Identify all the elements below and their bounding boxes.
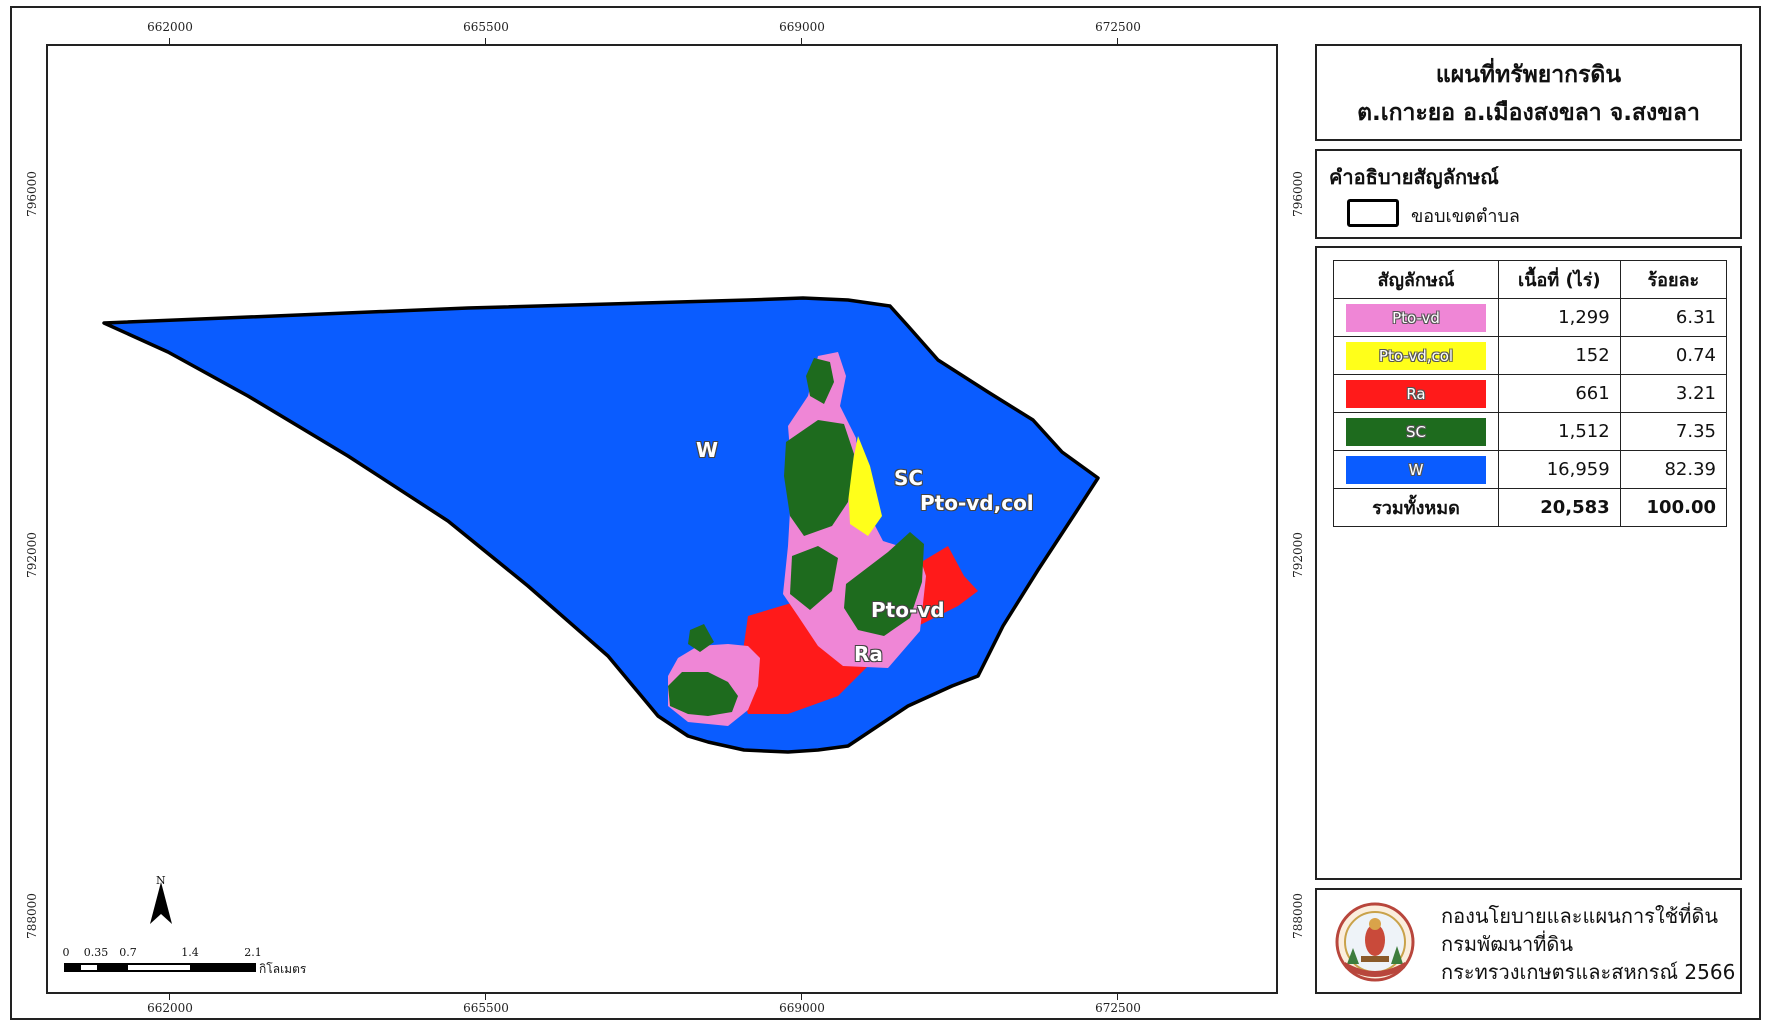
grid-y-tick-right: 796000 bbox=[1291, 171, 1305, 217]
scale-bar-unit: กิโลเมตร bbox=[259, 962, 307, 976]
water-area-w bbox=[102, 296, 1100, 754]
map-label-w: W bbox=[696, 438, 719, 462]
title-panel: แผนที่ทรัพยากรดิน ต.เกาะยอ อ.เมืองสงขลา … bbox=[1315, 44, 1742, 141]
table-row: SC 1,512 7.35 bbox=[1333, 412, 1728, 451]
percent-cell: 82.39 bbox=[1619, 450, 1728, 489]
soil-table-header-row: สัญลักษณ์ เนื้อที่ (ไร่) ร้อยละ bbox=[1333, 260, 1728, 299]
ldd-seal-logo bbox=[1335, 902, 1415, 982]
table-row: Ra 661 3.21 bbox=[1333, 374, 1728, 413]
legend-heading: คำอธิบายสัญลักษณ์ bbox=[1329, 165, 1499, 189]
grid-x-tick-top: 669000 bbox=[779, 20, 825, 34]
soil-sc-area bbox=[688, 624, 714, 652]
credit-division: กองนโยบายและแผนการใช้ที่ดิน bbox=[1441, 904, 1719, 928]
header-area: เนื้อที่ (ไร่) bbox=[1498, 260, 1621, 299]
soil-symbol-cell: Pto-vd bbox=[1333, 298, 1499, 337]
area-cell: 661 bbox=[1498, 374, 1621, 413]
soil-sc-area bbox=[668, 672, 738, 716]
credit-ministry: กระทรวงเกษตรและสหกรณ์ 2566 bbox=[1441, 960, 1736, 984]
soil-sc-area bbox=[790, 546, 838, 610]
soil-sc-area bbox=[784, 420, 854, 536]
tick-mark bbox=[169, 38, 170, 44]
grid-y-tick-right: 788000 bbox=[1291, 893, 1305, 939]
scale-bar-label: 0 bbox=[62, 946, 70, 959]
grid-x-tick-bottom: 669000 bbox=[779, 1001, 825, 1015]
total-area: 20,583 bbox=[1498, 488, 1621, 527]
tick-mark bbox=[169, 994, 170, 1000]
grid-y-tick-left: 788000 bbox=[25, 893, 39, 939]
tick-mark bbox=[1117, 994, 1118, 1000]
map-label-pto-vd-col: Pto-vd,col bbox=[920, 491, 1034, 515]
map-label-ra: Ra bbox=[854, 642, 883, 666]
north-arrow-letter: N bbox=[156, 874, 166, 887]
credit-panel: กองนโยบายและแผนการใช้ที่ดิน กรมพัฒนาที่ด… bbox=[1315, 888, 1742, 994]
boundary-label: ขอบเขตตำบล bbox=[1411, 206, 1520, 227]
percent-cell: 0.74 bbox=[1619, 336, 1728, 375]
soil-map bbox=[102, 296, 1100, 754]
soil-table-panel: สัญลักษณ์ เนื้อที่ (ไร่) ร้อยละ Pto-vd 1… bbox=[1315, 246, 1742, 880]
soil-symbol-w: W bbox=[1346, 455, 1486, 484]
tick-mark bbox=[801, 994, 802, 1000]
grid-x-tick-top: 662000 bbox=[147, 20, 193, 34]
scale-bar-label: 2.1 bbox=[244, 946, 262, 959]
scale-bar-label: 1.4 bbox=[181, 946, 199, 959]
soil-symbol-sc: SC bbox=[1346, 417, 1486, 446]
percent-cell: 3.21 bbox=[1619, 374, 1728, 413]
map-label-sc: SC bbox=[894, 466, 924, 490]
map-label-pto-vd: Pto-vd bbox=[871, 598, 945, 622]
soil-symbol-cell: Pto-vd,col bbox=[1333, 336, 1499, 375]
boundary-swatch bbox=[1347, 199, 1399, 227]
soil-table: สัญลักษณ์ เนื้อที่ (ไร่) ร้อยละ Pto-vd 1… bbox=[1333, 260, 1728, 527]
legend-panel: คำอธิบายสัญลักษณ์ ขอบเขตตำบล bbox=[1315, 149, 1742, 239]
soil-symbol-cell: Ra bbox=[1333, 374, 1499, 413]
soil-symbol-cell: SC bbox=[1333, 412, 1499, 451]
scale-bar bbox=[64, 963, 256, 972]
area-cell: 152 bbox=[1498, 336, 1621, 375]
soil-sc-area bbox=[806, 358, 834, 404]
scale-bar-label: 0.7 bbox=[119, 946, 137, 959]
map-frame[interactable]: W SC Pto-vd,col Pto-vd Ra bbox=[46, 44, 1278, 994]
grid-x-tick-bottom: 672500 bbox=[1095, 1001, 1141, 1015]
soil-symbol-pto-vd: Pto-vd bbox=[1346, 303, 1486, 332]
grid-y-tick-left: 796000 bbox=[25, 171, 39, 217]
table-row: W 16,959 82.39 bbox=[1333, 450, 1728, 489]
table-total-row: รวมทั้งหมด 20,583 100.00 bbox=[1333, 488, 1728, 527]
tick-mark bbox=[801, 38, 802, 44]
map-title: แผนที่ทรัพยากรดิน bbox=[1435, 62, 1622, 88]
grid-x-tick-top: 665500 bbox=[463, 20, 509, 34]
total-label: รวมทั้งหมด bbox=[1333, 488, 1499, 527]
percent-cell: 6.31 bbox=[1619, 298, 1728, 337]
north-arrow-icon bbox=[150, 882, 172, 924]
table-row: Pto-vd 1,299 6.31 bbox=[1333, 298, 1728, 337]
grid-y-tick-right: 792000 bbox=[1291, 532, 1305, 578]
soil-symbol-cell: W bbox=[1333, 450, 1499, 489]
credit-lines: กองนโยบายและแผนการใช้ที่ดิน กรมพัฒนาที่ด… bbox=[1441, 902, 1735, 986]
header-symbol: สัญลักษณ์ bbox=[1333, 260, 1499, 299]
header-percent: ร้อยละ bbox=[1619, 260, 1728, 299]
total-percent: 100.00 bbox=[1619, 488, 1728, 527]
map-subtitle: ต.เกาะยอ อ.เมืองสงขลา จ.สงขลา bbox=[1357, 100, 1700, 126]
soil-pto-vd-col-area bbox=[848, 436, 882, 536]
soil-symbol-pto-vd-col: Pto-vd,col bbox=[1346, 341, 1486, 370]
tick-mark bbox=[1117, 38, 1118, 44]
table-row: Pto-vd,col 152 0.74 bbox=[1333, 336, 1728, 375]
soil-sc-area bbox=[844, 532, 924, 636]
credit-department: กรมพัฒนาที่ดิน bbox=[1441, 932, 1574, 956]
area-cell: 16,959 bbox=[1498, 450, 1621, 489]
grid-y-tick-left: 792000 bbox=[25, 532, 39, 578]
tick-mark bbox=[485, 38, 486, 44]
tick-mark bbox=[485, 994, 486, 1000]
percent-cell: 7.35 bbox=[1619, 412, 1728, 451]
area-cell: 1,299 bbox=[1498, 298, 1621, 337]
area-cell: 1,512 bbox=[1498, 412, 1621, 451]
grid-x-tick-bottom: 662000 bbox=[147, 1001, 193, 1015]
grid-x-tick-bottom: 665500 bbox=[463, 1001, 509, 1015]
page-frame bbox=[10, 6, 1761, 1020]
scale-bar-label: 0.35 bbox=[83, 946, 109, 959]
grid-x-tick-top: 672500 bbox=[1095, 20, 1141, 34]
soil-symbol-ra: Ra bbox=[1346, 379, 1486, 408]
